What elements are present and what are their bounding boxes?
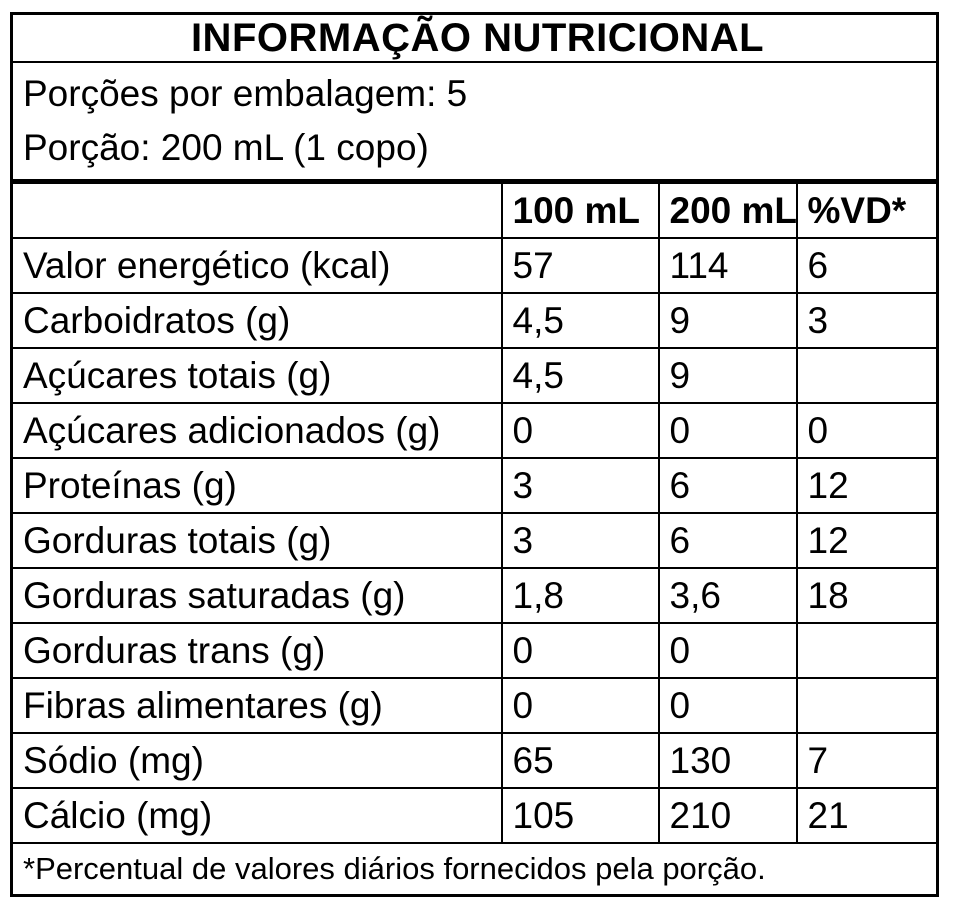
row-gorduras-saturadas: Gorduras saturadas (g) 1,8 3,6 18 — [10, 567, 939, 624]
value-200ml: 3,6 — [657, 567, 798, 624]
value-100ml: 4,5 — [500, 347, 660, 404]
nutrient-label: Cálcio (mg) — [10, 787, 503, 844]
nutrient-label: Açúcares totais (g) — [10, 347, 503, 404]
value-100ml: 57 — [500, 237, 660, 294]
row-valor-energetico: Valor energético (kcal) 57 114 6 — [10, 237, 939, 294]
nutrient-label: Gorduras totais (g) — [10, 512, 503, 569]
nutrition-label: INFORMAÇÃO NUTRICIONAL Porções por embal… — [10, 12, 940, 897]
serving-info-row: Porções por embalagem: 5 Porção: 200 mL … — [10, 61, 939, 184]
value-pct-vd: 3 — [795, 292, 939, 349]
value-200ml: 0 — [657, 677, 798, 734]
value-200ml: 6 — [657, 512, 798, 569]
value-100ml: 3 — [500, 457, 660, 514]
column-header-pct-vd: %VD* — [795, 180, 939, 239]
footnote-row: *Percentual de valores diários fornecido… — [10, 842, 939, 897]
value-200ml: 0 — [657, 402, 798, 459]
value-200ml: 9 — [657, 347, 798, 404]
value-pct-vd — [795, 347, 939, 404]
nutrient-label: Fibras alimentares (g) — [10, 677, 503, 734]
nutrient-label: Açúcares adicionados (g) — [10, 402, 503, 459]
column-header-200ml: 200 mL — [657, 180, 798, 239]
nutrient-label: Valor energético (kcal) — [10, 237, 503, 294]
nutrient-label: Carboidratos (g) — [10, 292, 503, 349]
value-pct-vd: 12 — [795, 457, 939, 514]
value-pct-vd: 12 — [795, 512, 939, 569]
value-200ml: 6 — [657, 457, 798, 514]
value-pct-vd: 21 — [795, 787, 939, 844]
row-proteinas: Proteínas (g) 3 6 12 — [10, 457, 939, 514]
value-100ml: 4,5 — [500, 292, 660, 349]
column-header-row: 100 mL 200 mL %VD* — [10, 180, 939, 239]
row-carboidratos: Carboidratos (g) 4,5 9 3 — [10, 292, 939, 349]
value-200ml: 210 — [657, 787, 798, 844]
column-header-100ml: 100 mL — [500, 180, 660, 239]
nutrient-label: Sódio (mg) — [10, 732, 503, 789]
value-100ml: 3 — [500, 512, 660, 569]
value-100ml: 105 — [500, 787, 660, 844]
servings-per-package: Porções por embalagem: 5 — [23, 73, 468, 114]
footnote-text: *Percentual de valores diários fornecido… — [10, 842, 939, 897]
row-fibras-alimentares: Fibras alimentares (g) 0 0 — [10, 677, 939, 734]
value-100ml: 65 — [500, 732, 660, 789]
value-200ml: 0 — [657, 622, 798, 679]
nutrient-label: Proteínas (g) — [10, 457, 503, 514]
row-gorduras-totais: Gorduras totais (g) 3 6 12 — [10, 512, 939, 569]
row-gorduras-trans: Gorduras trans (g) 0 0 — [10, 622, 939, 679]
row-calcio: Cálcio (mg) 105 210 21 — [10, 787, 939, 844]
value-100ml: 1,8 — [500, 567, 660, 624]
value-200ml: 130 — [657, 732, 798, 789]
value-pct-vd: 0 — [795, 402, 939, 459]
value-pct-vd: 7 — [795, 732, 939, 789]
row-acucares-totais: Açúcares totais (g) 4,5 9 — [10, 347, 939, 404]
value-100ml: 0 — [500, 622, 660, 679]
value-pct-vd — [795, 622, 939, 679]
value-200ml: 114 — [657, 237, 798, 294]
value-pct-vd: 6 — [795, 237, 939, 294]
table-title-row: INFORMAÇÃO NUTRICIONAL — [10, 12, 939, 63]
row-sodio: Sódio (mg) 65 130 7 — [10, 732, 939, 789]
value-100ml: 0 — [500, 402, 660, 459]
nutrient-label: Gorduras saturadas (g) — [10, 567, 503, 624]
column-header-nutrient — [10, 180, 503, 239]
serving-info-cell: Porções por embalagem: 5 Porção: 200 mL … — [10, 61, 939, 184]
row-acucares-adicionados: Açúcares adicionados (g) 0 0 0 — [10, 402, 939, 459]
table-title: INFORMAÇÃO NUTRICIONAL — [10, 12, 939, 63]
nutrition-table: INFORMAÇÃO NUTRICIONAL Porções por embal… — [10, 12, 940, 897]
value-100ml: 0 — [500, 677, 660, 734]
value-200ml: 9 — [657, 292, 798, 349]
value-pct-vd: 18 — [795, 567, 939, 624]
serving-size: Porção: 200 mL (1 copo) — [23, 127, 429, 168]
value-pct-vd — [795, 677, 939, 734]
nutrient-label: Gorduras trans (g) — [10, 622, 503, 679]
